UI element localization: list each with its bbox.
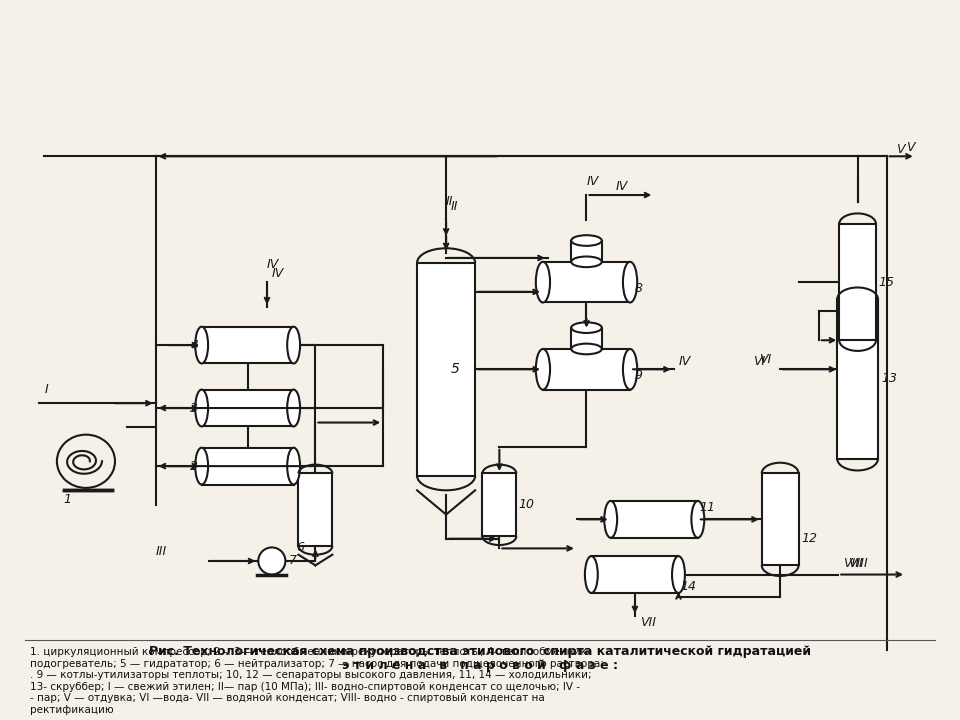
Text: 8: 8 <box>635 282 643 295</box>
Text: I: I <box>44 384 48 397</box>
Text: 7: 7 <box>289 554 298 567</box>
Text: IV: IV <box>272 267 284 280</box>
Text: Рис. Технологическая схема производства этилового  спирта каталитической гидрата: Рис. Технологическая схема производства … <box>149 646 811 659</box>
Bar <box>591 556 679 593</box>
Text: 4: 4 <box>190 338 199 351</box>
Ellipse shape <box>195 390 208 426</box>
Text: II: II <box>451 199 459 212</box>
Bar <box>761 473 799 565</box>
Ellipse shape <box>571 343 602 354</box>
Text: э т и л е н а   в   п а р о в о й   ф а з е :: э т и л е н а в п а р о в о й ф а з е : <box>342 659 618 672</box>
Bar <box>837 299 877 459</box>
Ellipse shape <box>672 556 684 593</box>
Ellipse shape <box>571 256 602 267</box>
Text: VII: VII <box>639 616 656 629</box>
Text: VIII: VIII <box>848 557 868 570</box>
Text: V: V <box>897 143 905 156</box>
Text: 1. циркуляционный компрессор; 2.-. 3— теплообменники-рекуператоры теплоты; 4- те: 1. циркуляционный компрессор; 2.-. 3— те… <box>30 647 604 715</box>
Text: 9: 9 <box>635 369 643 382</box>
Text: IV: IV <box>615 180 628 193</box>
Bar <box>543 262 630 302</box>
Text: 1: 1 <box>63 493 72 506</box>
Ellipse shape <box>585 556 598 593</box>
Bar <box>202 390 294 426</box>
Ellipse shape <box>195 327 208 364</box>
Bar <box>571 240 602 262</box>
Text: 14: 14 <box>680 580 696 593</box>
Text: 10: 10 <box>518 498 535 511</box>
Ellipse shape <box>691 501 705 538</box>
Bar <box>299 473 332 546</box>
Text: 13: 13 <box>882 372 898 385</box>
Text: 2: 2 <box>190 459 199 472</box>
Bar <box>202 327 294 364</box>
Text: VIII: VIII <box>843 557 863 570</box>
Ellipse shape <box>287 390 300 426</box>
Text: 6: 6 <box>296 541 304 554</box>
Ellipse shape <box>571 323 602 333</box>
Circle shape <box>258 547 285 575</box>
Ellipse shape <box>287 327 300 364</box>
Ellipse shape <box>287 448 300 485</box>
Text: IV: IV <box>267 258 279 271</box>
Text: 12: 12 <box>802 532 817 545</box>
Ellipse shape <box>604 501 617 538</box>
Text: 15: 15 <box>879 276 895 289</box>
Bar <box>202 448 294 485</box>
Text: VI: VI <box>753 356 765 369</box>
Text: 5: 5 <box>451 362 460 377</box>
Text: IV: IV <box>679 356 691 369</box>
Bar <box>543 349 630 390</box>
Bar <box>571 328 602 349</box>
Bar <box>417 263 475 476</box>
Ellipse shape <box>623 349 637 390</box>
Text: III: III <box>156 545 167 558</box>
Ellipse shape <box>195 448 208 485</box>
Text: IV: IV <box>587 176 599 189</box>
Ellipse shape <box>571 235 602 246</box>
Ellipse shape <box>536 349 550 390</box>
Bar <box>839 224 876 341</box>
Bar <box>611 501 698 538</box>
Text: VI: VI <box>758 354 771 366</box>
Ellipse shape <box>536 262 550 302</box>
Text: 3: 3 <box>190 402 199 415</box>
Text: II: II <box>446 194 454 207</box>
Bar <box>483 473 516 536</box>
Text: V: V <box>906 141 915 155</box>
Ellipse shape <box>623 262 637 302</box>
Text: 11: 11 <box>700 501 715 514</box>
